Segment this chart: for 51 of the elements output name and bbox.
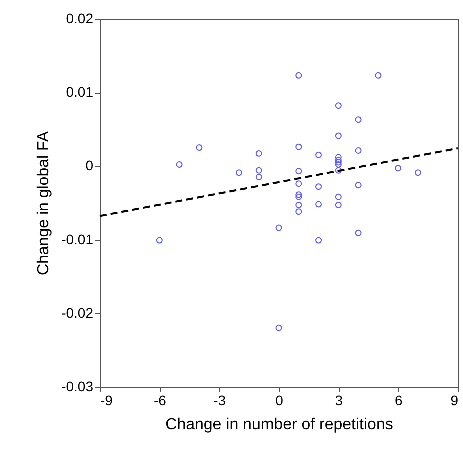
y-axis-title: Change in global FA xyxy=(36,131,53,276)
point xyxy=(414,170,422,176)
point xyxy=(276,224,282,232)
point xyxy=(256,174,262,180)
y-tick-label: -0.03 xyxy=(62,378,94,394)
point xyxy=(316,152,322,158)
point xyxy=(296,180,302,188)
point xyxy=(335,154,342,161)
x-tick-label: 0 xyxy=(276,392,284,408)
point xyxy=(156,237,163,244)
point xyxy=(355,148,362,154)
point xyxy=(355,116,362,124)
point xyxy=(236,170,242,176)
point xyxy=(395,165,402,172)
x-tick-label: 3 xyxy=(335,392,344,408)
point xyxy=(335,167,342,174)
point xyxy=(316,201,322,208)
point xyxy=(316,184,322,190)
point xyxy=(335,157,342,164)
point xyxy=(276,324,282,332)
point xyxy=(355,182,362,189)
point xyxy=(256,167,262,174)
x-axis-title: Change in number of repetitions xyxy=(166,416,394,434)
point xyxy=(256,150,262,157)
y-tick-label: -0.01 xyxy=(62,231,94,248)
point xyxy=(335,132,342,140)
x-tick-label: -6 xyxy=(154,392,167,408)
x-tick-label: 9 xyxy=(450,392,459,408)
point xyxy=(335,194,342,200)
x-tick-label: -3 xyxy=(214,392,226,408)
x-tick-label: -9 xyxy=(100,392,114,408)
point xyxy=(296,72,302,79)
point xyxy=(176,161,183,168)
point xyxy=(335,102,342,110)
point xyxy=(296,168,302,175)
point xyxy=(316,237,322,244)
point xyxy=(196,144,203,152)
point xyxy=(296,202,302,208)
point xyxy=(296,208,302,216)
point xyxy=(296,144,302,150)
point xyxy=(355,230,362,236)
point xyxy=(296,194,302,200)
point xyxy=(335,202,342,208)
point xyxy=(296,192,302,198)
y-tick-label: -0.02 xyxy=(62,304,94,321)
y-tick-label: 0 xyxy=(86,158,94,174)
point xyxy=(375,72,382,79)
x-tick-label: 6 xyxy=(394,392,403,408)
y-tick-label: 0.02 xyxy=(66,10,94,26)
point xyxy=(335,161,342,168)
y-tick-label: 0.01 xyxy=(66,84,94,100)
